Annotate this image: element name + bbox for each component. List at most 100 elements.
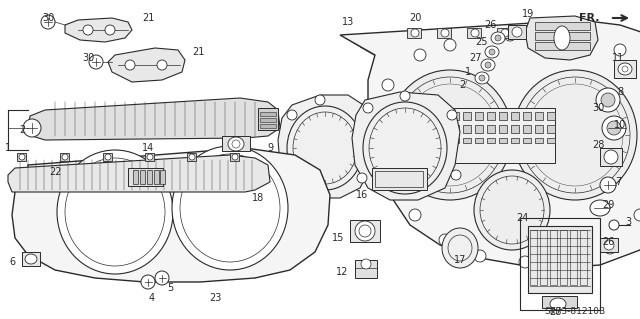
Text: 8: 8: [617, 87, 623, 97]
Bar: [540, 230, 547, 285]
Ellipse shape: [604, 240, 614, 250]
Text: 26: 26: [602, 237, 614, 247]
Text: 25: 25: [476, 37, 488, 47]
Bar: [230, 153, 239, 161]
Ellipse shape: [25, 254, 37, 264]
Bar: [451, 138, 459, 143]
Ellipse shape: [485, 62, 491, 68]
Ellipse shape: [41, 15, 55, 29]
Ellipse shape: [315, 95, 325, 105]
Bar: [487, 112, 495, 120]
Bar: [133, 170, 138, 184]
Bar: [128, 168, 163, 186]
Bar: [258, 108, 278, 130]
Bar: [260, 118, 276, 122]
Ellipse shape: [105, 25, 115, 35]
Bar: [557, 28, 571, 38]
Ellipse shape: [491, 32, 505, 44]
Ellipse shape: [357, 173, 367, 183]
Ellipse shape: [600, 177, 616, 193]
Bar: [475, 125, 483, 133]
Ellipse shape: [363, 103, 373, 113]
Text: 21: 21: [192, 47, 204, 57]
Bar: [437, 28, 451, 38]
Ellipse shape: [561, 29, 569, 37]
Ellipse shape: [228, 137, 244, 151]
Ellipse shape: [414, 49, 426, 61]
Bar: [463, 138, 471, 143]
Ellipse shape: [409, 209, 421, 221]
Bar: [535, 42, 590, 50]
Ellipse shape: [232, 154, 238, 160]
Bar: [475, 112, 483, 120]
Polygon shape: [525, 16, 598, 60]
Text: 28: 28: [549, 307, 561, 317]
Polygon shape: [278, 95, 375, 198]
Bar: [451, 112, 459, 120]
Ellipse shape: [512, 27, 522, 37]
Ellipse shape: [601, 93, 615, 107]
Bar: [614, 60, 636, 78]
Ellipse shape: [451, 170, 461, 180]
Text: 19: 19: [522, 9, 534, 19]
Ellipse shape: [57, 150, 173, 274]
Text: 1: 1: [5, 143, 11, 153]
Bar: [530, 230, 537, 285]
Bar: [535, 125, 543, 133]
Bar: [499, 112, 507, 120]
Polygon shape: [65, 18, 132, 42]
Ellipse shape: [549, 24, 561, 36]
Bar: [535, 22, 590, 30]
Text: FR.: FR.: [579, 13, 600, 23]
Ellipse shape: [495, 35, 501, 41]
Ellipse shape: [618, 63, 632, 75]
Bar: [520, 218, 600, 310]
Bar: [523, 125, 531, 133]
Polygon shape: [352, 92, 460, 200]
Text: 26: 26: [484, 20, 496, 30]
Bar: [22, 252, 40, 266]
Bar: [542, 296, 577, 308]
Ellipse shape: [479, 75, 485, 81]
Bar: [499, 125, 507, 133]
Bar: [550, 230, 557, 285]
Ellipse shape: [531, 29, 539, 37]
Bar: [547, 112, 555, 120]
Ellipse shape: [441, 29, 449, 37]
Ellipse shape: [155, 271, 169, 285]
Ellipse shape: [361, 115, 371, 125]
Bar: [511, 112, 519, 120]
Text: 2: 2: [19, 125, 25, 135]
Bar: [475, 138, 483, 143]
Text: 21: 21: [142, 13, 154, 23]
Ellipse shape: [287, 110, 297, 120]
Ellipse shape: [382, 154, 394, 166]
Text: 15: 15: [332, 233, 344, 243]
Ellipse shape: [147, 154, 153, 160]
Text: 1: 1: [465, 67, 471, 77]
Polygon shape: [12, 148, 330, 282]
Ellipse shape: [504, 29, 516, 41]
Text: 13: 13: [342, 17, 354, 27]
Text: SK73-81210B: SK73-81210B: [545, 308, 605, 316]
Bar: [523, 112, 531, 120]
Text: 28: 28: [592, 140, 604, 150]
Bar: [463, 125, 471, 133]
Ellipse shape: [614, 44, 626, 56]
Bar: [439, 112, 447, 120]
Ellipse shape: [471, 29, 479, 37]
Bar: [260, 112, 276, 116]
Bar: [415, 112, 423, 120]
Polygon shape: [340, 20, 640, 268]
Text: 27: 27: [468, 53, 481, 63]
Ellipse shape: [609, 220, 619, 230]
Bar: [427, 138, 435, 143]
Text: 4: 4: [149, 293, 155, 303]
Ellipse shape: [596, 88, 620, 112]
Ellipse shape: [554, 26, 570, 50]
Bar: [535, 32, 590, 40]
Bar: [535, 112, 543, 120]
Ellipse shape: [83, 25, 93, 35]
Ellipse shape: [105, 154, 111, 160]
Ellipse shape: [602, 116, 626, 140]
